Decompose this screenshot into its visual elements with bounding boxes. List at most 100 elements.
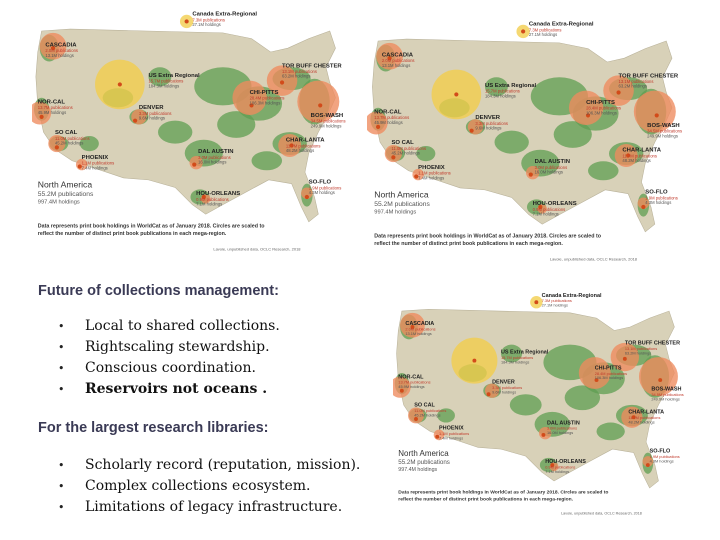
region-publications: 13.1M publications — [625, 346, 657, 351]
caption-line-1: Data represents print book holdings in W… — [398, 489, 608, 495]
region-publications: 34.5M publications — [651, 392, 683, 397]
region-holdings: 45.2M holdings — [414, 412, 440, 417]
region-label: TOR BUFF CHESTER — [619, 73, 679, 79]
city-dot — [399, 388, 404, 393]
region-publications: 1.1M publications — [82, 161, 115, 166]
region-publications: 15.7M publications — [501, 355, 533, 360]
region-circle — [578, 357, 611, 389]
region-publications: 3.0M publications — [198, 155, 231, 160]
summary-title: North America — [398, 449, 449, 458]
region-holdings: 7.1M holdings — [196, 202, 222, 207]
city-dot — [117, 82, 122, 87]
region-label: HOU-ORLEANS — [533, 201, 577, 207]
region-holdings: 7.1M holdings — [533, 212, 559, 217]
region-circle — [48, 135, 66, 153]
region-holdings: 249.9M holdings — [651, 396, 679, 401]
summary-holdings: 997.4M holdings — [38, 200, 80, 206]
city-dot — [410, 325, 415, 329]
city-dot — [645, 463, 650, 467]
region-publications: 13.1M publications — [282, 69, 317, 74]
region-label: HOU-ORLEANS — [545, 459, 586, 465]
caption-line-1: Data represents print book holdings in W… — [374, 234, 601, 240]
city-dot — [184, 19, 189, 24]
region-publications: 3.0M publications — [547, 426, 577, 431]
region-holdings: 249.9M holdings — [311, 123, 342, 128]
region-holdings: 13.1M holdings — [405, 331, 431, 336]
region-publications: 34.5M publications — [647, 129, 682, 134]
region-label: SO CAL — [391, 140, 414, 146]
region-publications: 15.7M publications — [485, 89, 520, 94]
region-publications: 0.9M publications — [545, 465, 575, 470]
summary-title: North America — [38, 179, 93, 189]
metro-area-shape — [588, 161, 619, 181]
region-holdings: 4.3M holdings — [645, 200, 671, 205]
region-label: PHOENIX — [418, 165, 445, 171]
region-holdings: 63.2M holdings — [619, 84, 647, 89]
region-circle — [32, 101, 52, 125]
region-publications: 13.7M publications — [398, 380, 430, 385]
summary-title: North America — [374, 189, 429, 199]
city-dot — [376, 124, 381, 129]
region-holdings: 27.1M holdings — [542, 303, 568, 308]
region-circle — [633, 90, 676, 133]
region-holdings: 4.3M holdings — [650, 458, 674, 463]
region-label: TOR BUFF CHESTER — [282, 63, 342, 69]
region-publications: 11.0M publications — [391, 146, 426, 151]
region-circle — [568, 90, 604, 125]
region-publications: 28.4M publications — [595, 371, 627, 376]
region-publications: 28.4M publications — [250, 96, 285, 101]
region-holdings: 16.0M holdings — [547, 430, 573, 435]
region-publications: 3.0M publications — [535, 165, 568, 170]
metro-area-shape — [500, 344, 523, 363]
region-holdings: 7.4M holdings — [82, 165, 108, 170]
city-dot — [414, 417, 418, 421]
region-circle — [642, 456, 654, 467]
region-publications: 3.3M publications — [475, 121, 508, 126]
region-holdings: 63.2M holdings — [282, 74, 310, 79]
region-holdings: 48.2M holdings — [286, 148, 314, 153]
region-circle — [301, 187, 313, 199]
region-label: CHAR-LANTA — [628, 410, 664, 416]
region-label: CHI-PITTS — [595, 365, 622, 371]
region-circle — [367, 111, 388, 135]
region-label: NOR-CAL — [398, 374, 424, 380]
region-publications: 15.7M publications — [148, 79, 183, 84]
region-holdings: 27.1M holdings — [529, 32, 557, 37]
city-dot — [594, 378, 599, 383]
region-publications: 3.3M publications — [139, 111, 172, 116]
city-dot — [616, 90, 621, 95]
summary-box — [35, 177, 103, 207]
credit-text: Lavoie, unpublished data, OCLC Research,… — [561, 512, 642, 516]
caption-line-2: reflect the number of distinct print boo… — [38, 231, 227, 237]
region-label: CASCADIA — [382, 52, 414, 58]
city-dot — [585, 113, 591, 118]
region-publications: 2.0M publications — [45, 48, 78, 53]
region-circle — [232, 80, 267, 115]
city-dot — [528, 172, 533, 177]
region-publications: 28.4M publications — [586, 106, 621, 111]
region-holdings: 45.9M holdings — [38, 110, 66, 115]
metro-area-shape — [564, 385, 601, 411]
city-dot — [622, 356, 627, 361]
region-holdings: 16.0M holdings — [198, 160, 226, 165]
region-label: CHAR-LANTA — [286, 138, 325, 144]
city-dot — [133, 118, 138, 123]
city-dot — [472, 358, 477, 363]
city-dot — [391, 155, 396, 160]
city-dot — [654, 113, 659, 118]
region-holdings: 249.9M holdings — [647, 133, 678, 138]
region-label: CHAR-LANTA — [622, 148, 661, 154]
region-holdings: 45.9M holdings — [374, 120, 402, 125]
region-circle — [408, 407, 424, 424]
region-publications: 13.1M publications — [619, 79, 654, 84]
region-publications: 0.9M publications — [196, 197, 229, 202]
summary-publications: 55.2M publications — [38, 191, 94, 198]
city-dot — [192, 162, 197, 167]
region-publications: 1.1M publications — [418, 171, 451, 176]
heading-future-of-collections: Future of collections management: — [38, 283, 279, 299]
caption-line-1: Data represents print book holdings in W… — [38, 224, 265, 230]
region-label: SO CAL — [414, 403, 435, 409]
summary-publications: 55.2M publications — [374, 201, 430, 208]
city-dot — [541, 432, 546, 437]
region-holdings: 184.3M holdings — [148, 83, 179, 88]
